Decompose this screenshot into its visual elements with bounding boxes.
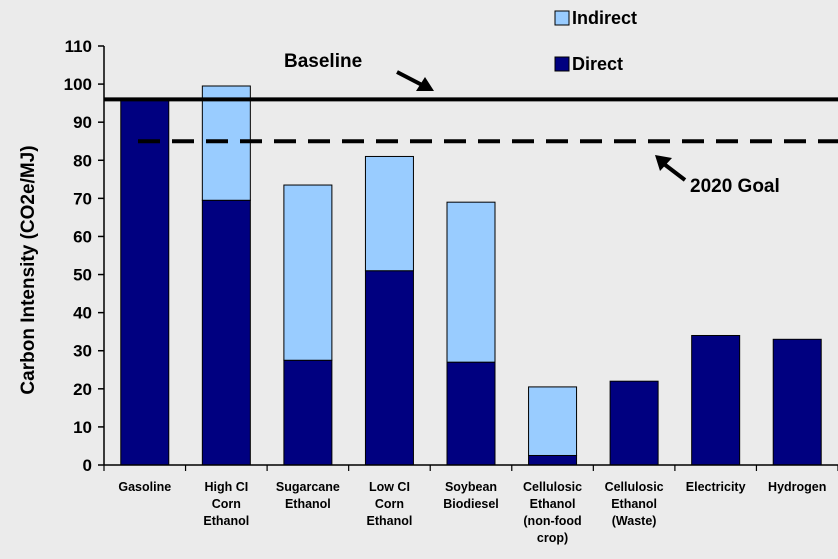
legend: Indirect Direct	[554, 8, 637, 74]
y-tick-label: 70	[73, 189, 92, 208]
category-label: Ethanol	[285, 497, 331, 511]
baseline-arrow-head	[416, 77, 434, 91]
category-label: Hydrogen	[768, 480, 826, 494]
y-axis-title: Carbon Intensity (CO2e/MJ)	[18, 145, 39, 394]
bar-indirect-3	[364, 155, 414, 272]
baseline-annotation: Baseline	[284, 51, 362, 72]
category-label: crop)	[537, 531, 568, 545]
y-tick-label: 40	[73, 304, 92, 323]
y-tick-label: 100	[64, 75, 92, 94]
bar-direct-8	[772, 338, 822, 466]
category-label: Corn	[375, 497, 404, 511]
axes	[103, 46, 838, 471]
bar-direct-0	[120, 98, 170, 466]
y-tick-label: 110	[65, 37, 92, 56]
category-label: (Waste)	[612, 514, 657, 528]
category-label: Ethanol	[611, 497, 657, 511]
bar-indirect-5	[528, 386, 578, 456]
bar-direct-3	[364, 270, 414, 466]
y-tick-label: 20	[73, 380, 92, 399]
y-tick-label: 50	[73, 266, 92, 285]
y-tick-label: 80	[73, 151, 92, 170]
y-tick-label: 90	[73, 113, 92, 132]
reference-lines: Baseline 2020 Goal	[104, 51, 838, 197]
bar-direct-2	[283, 359, 333, 466]
legend-swatch-indirect	[554, 10, 570, 26]
category-label: Soybean	[445, 480, 497, 494]
legend-swatch-direct	[554, 56, 570, 72]
category-labels: Gasoline High CI Corn Ethanol Sugarcane Ethan…	[118, 480, 826, 545]
goal-arrow-shaft	[662, 162, 687, 182]
bar-indirect-2	[283, 184, 333, 361]
y-tick-label: 0	[83, 456, 92, 475]
goal-annotation: 2020 Goal	[690, 176, 780, 197]
category-label: High CI	[204, 480, 248, 494]
category-label: Ethanol	[203, 514, 249, 528]
legend-label-indirect: Indirect	[572, 8, 637, 28]
goal-arrow-head	[655, 155, 672, 171]
bars	[120, 85, 822, 466]
category-label: Ethanol	[367, 514, 413, 528]
category-label: Cellulosic	[523, 480, 582, 494]
bar-indirect-4	[446, 201, 496, 363]
y-tick-label: 30	[73, 342, 92, 361]
bar-direct-6	[609, 380, 659, 466]
y-tick-label: 10	[73, 418, 92, 437]
category-label: Cellulosic	[605, 480, 664, 494]
category-label: Low CI	[369, 480, 410, 494]
bar-direct-7	[691, 334, 741, 466]
category-label: Sugarcane	[276, 480, 340, 494]
category-label: Corn	[212, 497, 241, 511]
baseline-arrow-shaft	[396, 70, 425, 88]
bar-direct-4	[446, 361, 496, 466]
y-axis-title-group: Carbon Intensity (CO2e/MJ)	[18, 145, 39, 394]
y-tick-label: 60	[73, 227, 92, 246]
category-label: Gasoline	[118, 480, 171, 494]
legend-label-direct: Direct	[572, 54, 623, 74]
bar-direct-1	[201, 199, 251, 466]
bar-direct-5	[528, 454, 578, 466]
category-label: Electricity	[686, 480, 746, 494]
category-label: Biodiesel	[443, 497, 499, 511]
category-label: (non-food	[523, 514, 581, 528]
y-axis-ticks: 0 10 20 30 40 50 60 70 80 90 100 110	[64, 37, 104, 475]
category-label: Ethanol	[530, 497, 576, 511]
